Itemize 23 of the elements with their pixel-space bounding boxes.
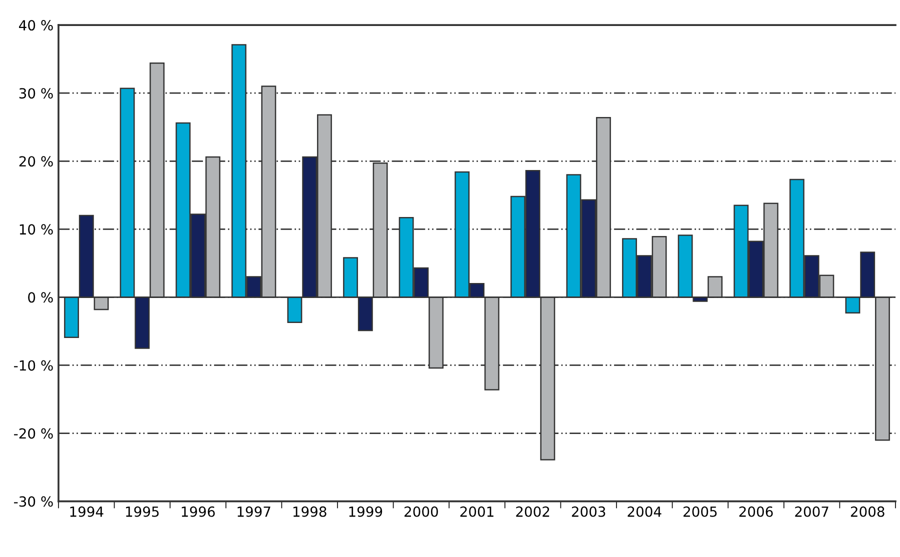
x-tick-label: 2005 (684, 506, 717, 517)
y-tick-label: 10 % (20, 224, 53, 235)
x-tick-label: 2008 (850, 506, 884, 517)
y-tick-label: 40 % (19, 20, 53, 31)
x-tick-label: 2001 (460, 506, 494, 517)
x-tick-label: 1994 (70, 506, 104, 517)
x-tick-label: 1998 (293, 506, 326, 517)
x-tick-label: 1996 (182, 506, 215, 517)
x-tick-label: 1995 (126, 506, 159, 517)
y-tick-label: -10 % (14, 360, 53, 371)
x-tick-label: 2007 (795, 506, 828, 517)
y-tick-label: 0 % (28, 292, 53, 303)
y-tick-label: 20 % (19, 156, 53, 167)
x-tick-label: 1999 (349, 506, 382, 517)
y-tick-label: -20 % (14, 428, 53, 439)
x-tick-label: 2003 (572, 506, 606, 517)
x-tick-label: 2006 (739, 506, 773, 517)
x-tick-label: 1997 (238, 506, 270, 517)
x-tick-label: 2002 (516, 506, 550, 517)
y-tick-label: -30 % (14, 496, 53, 507)
x-tick-label: 2004 (628, 506, 662, 517)
y-tick-label: 30 % (19, 88, 53, 99)
x-tick-label: 2000 (404, 506, 438, 517)
